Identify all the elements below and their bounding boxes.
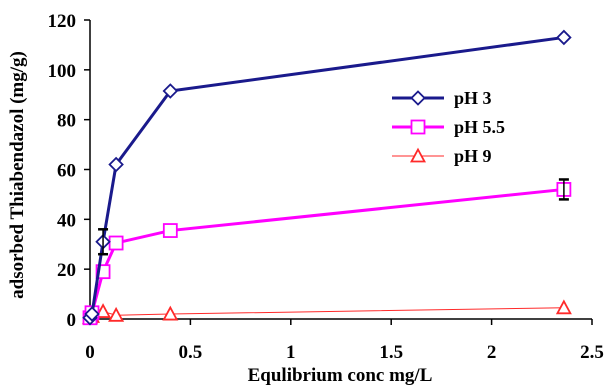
legend: pH 3 pH 5.5 pH 9: [392, 88, 505, 166]
data-point: [108, 156, 124, 173]
x-tick-label: 1: [286, 342, 296, 363]
x-tick-label: 1.5: [379, 342, 403, 363]
legend-entry-ph-5-5: pH 5.5: [392, 117, 505, 137]
legend-marker: [410, 90, 426, 106]
legend-entry-ph-3: pH 3: [392, 88, 492, 108]
x-tick-label: 0.5: [179, 342, 203, 363]
legend-marker: [409, 147, 427, 163]
y-tick-label: 80: [57, 111, 76, 132]
y-tick-label: 0: [67, 310, 77, 331]
axes: [84, 19, 593, 325]
series-line: [89, 307, 564, 319]
x-tick-label: 0: [85, 342, 95, 363]
tick-labels: 0 20 40 60 80 100 120 0 0.5 1 1.5 2 2.5: [48, 11, 604, 363]
y-tick-label: 120: [48, 11, 77, 32]
y-axis-title: adsorbed Thiabendazol (mg/g): [7, 51, 28, 299]
x-axis-title: Equlibrium conc mg/L: [248, 365, 433, 386]
legend-entry-ph-9: pH 9: [392, 146, 492, 166]
data-point: [555, 299, 572, 315]
y-tick-label: 40: [57, 210, 76, 231]
series-ph-5-5: [82, 182, 572, 326]
data-point: [95, 303, 112, 318]
y-tick-label: 100: [48, 61, 77, 82]
series-line: [88, 35, 565, 319]
y-tick-label: 60: [57, 161, 76, 182]
legend-label: pH 5.5: [454, 117, 505, 137]
series-ph-9: [81, 299, 572, 325]
legend-label: pH 9: [454, 146, 492, 166]
error-bar: [558, 178, 569, 201]
data-point: [162, 223, 178, 238]
y-tick-label: 20: [57, 260, 76, 281]
data-point: [108, 235, 124, 251]
data-point: [108, 306, 125, 322]
legend-marker: [410, 119, 426, 135]
data-point: [556, 29, 572, 46]
series-layer: [81, 29, 572, 326]
series-ph-3: [82, 29, 572, 326]
data-point: [162, 305, 179, 321]
legend-label: pH 3: [454, 88, 492, 108]
x-tick-label: 2.5: [580, 342, 604, 363]
x-tick-label: 2: [487, 342, 497, 363]
data-point: [162, 83, 179, 99]
series-line: [88, 187, 565, 319]
data-point: [84, 306, 100, 322]
error-bar: [98, 228, 109, 256]
